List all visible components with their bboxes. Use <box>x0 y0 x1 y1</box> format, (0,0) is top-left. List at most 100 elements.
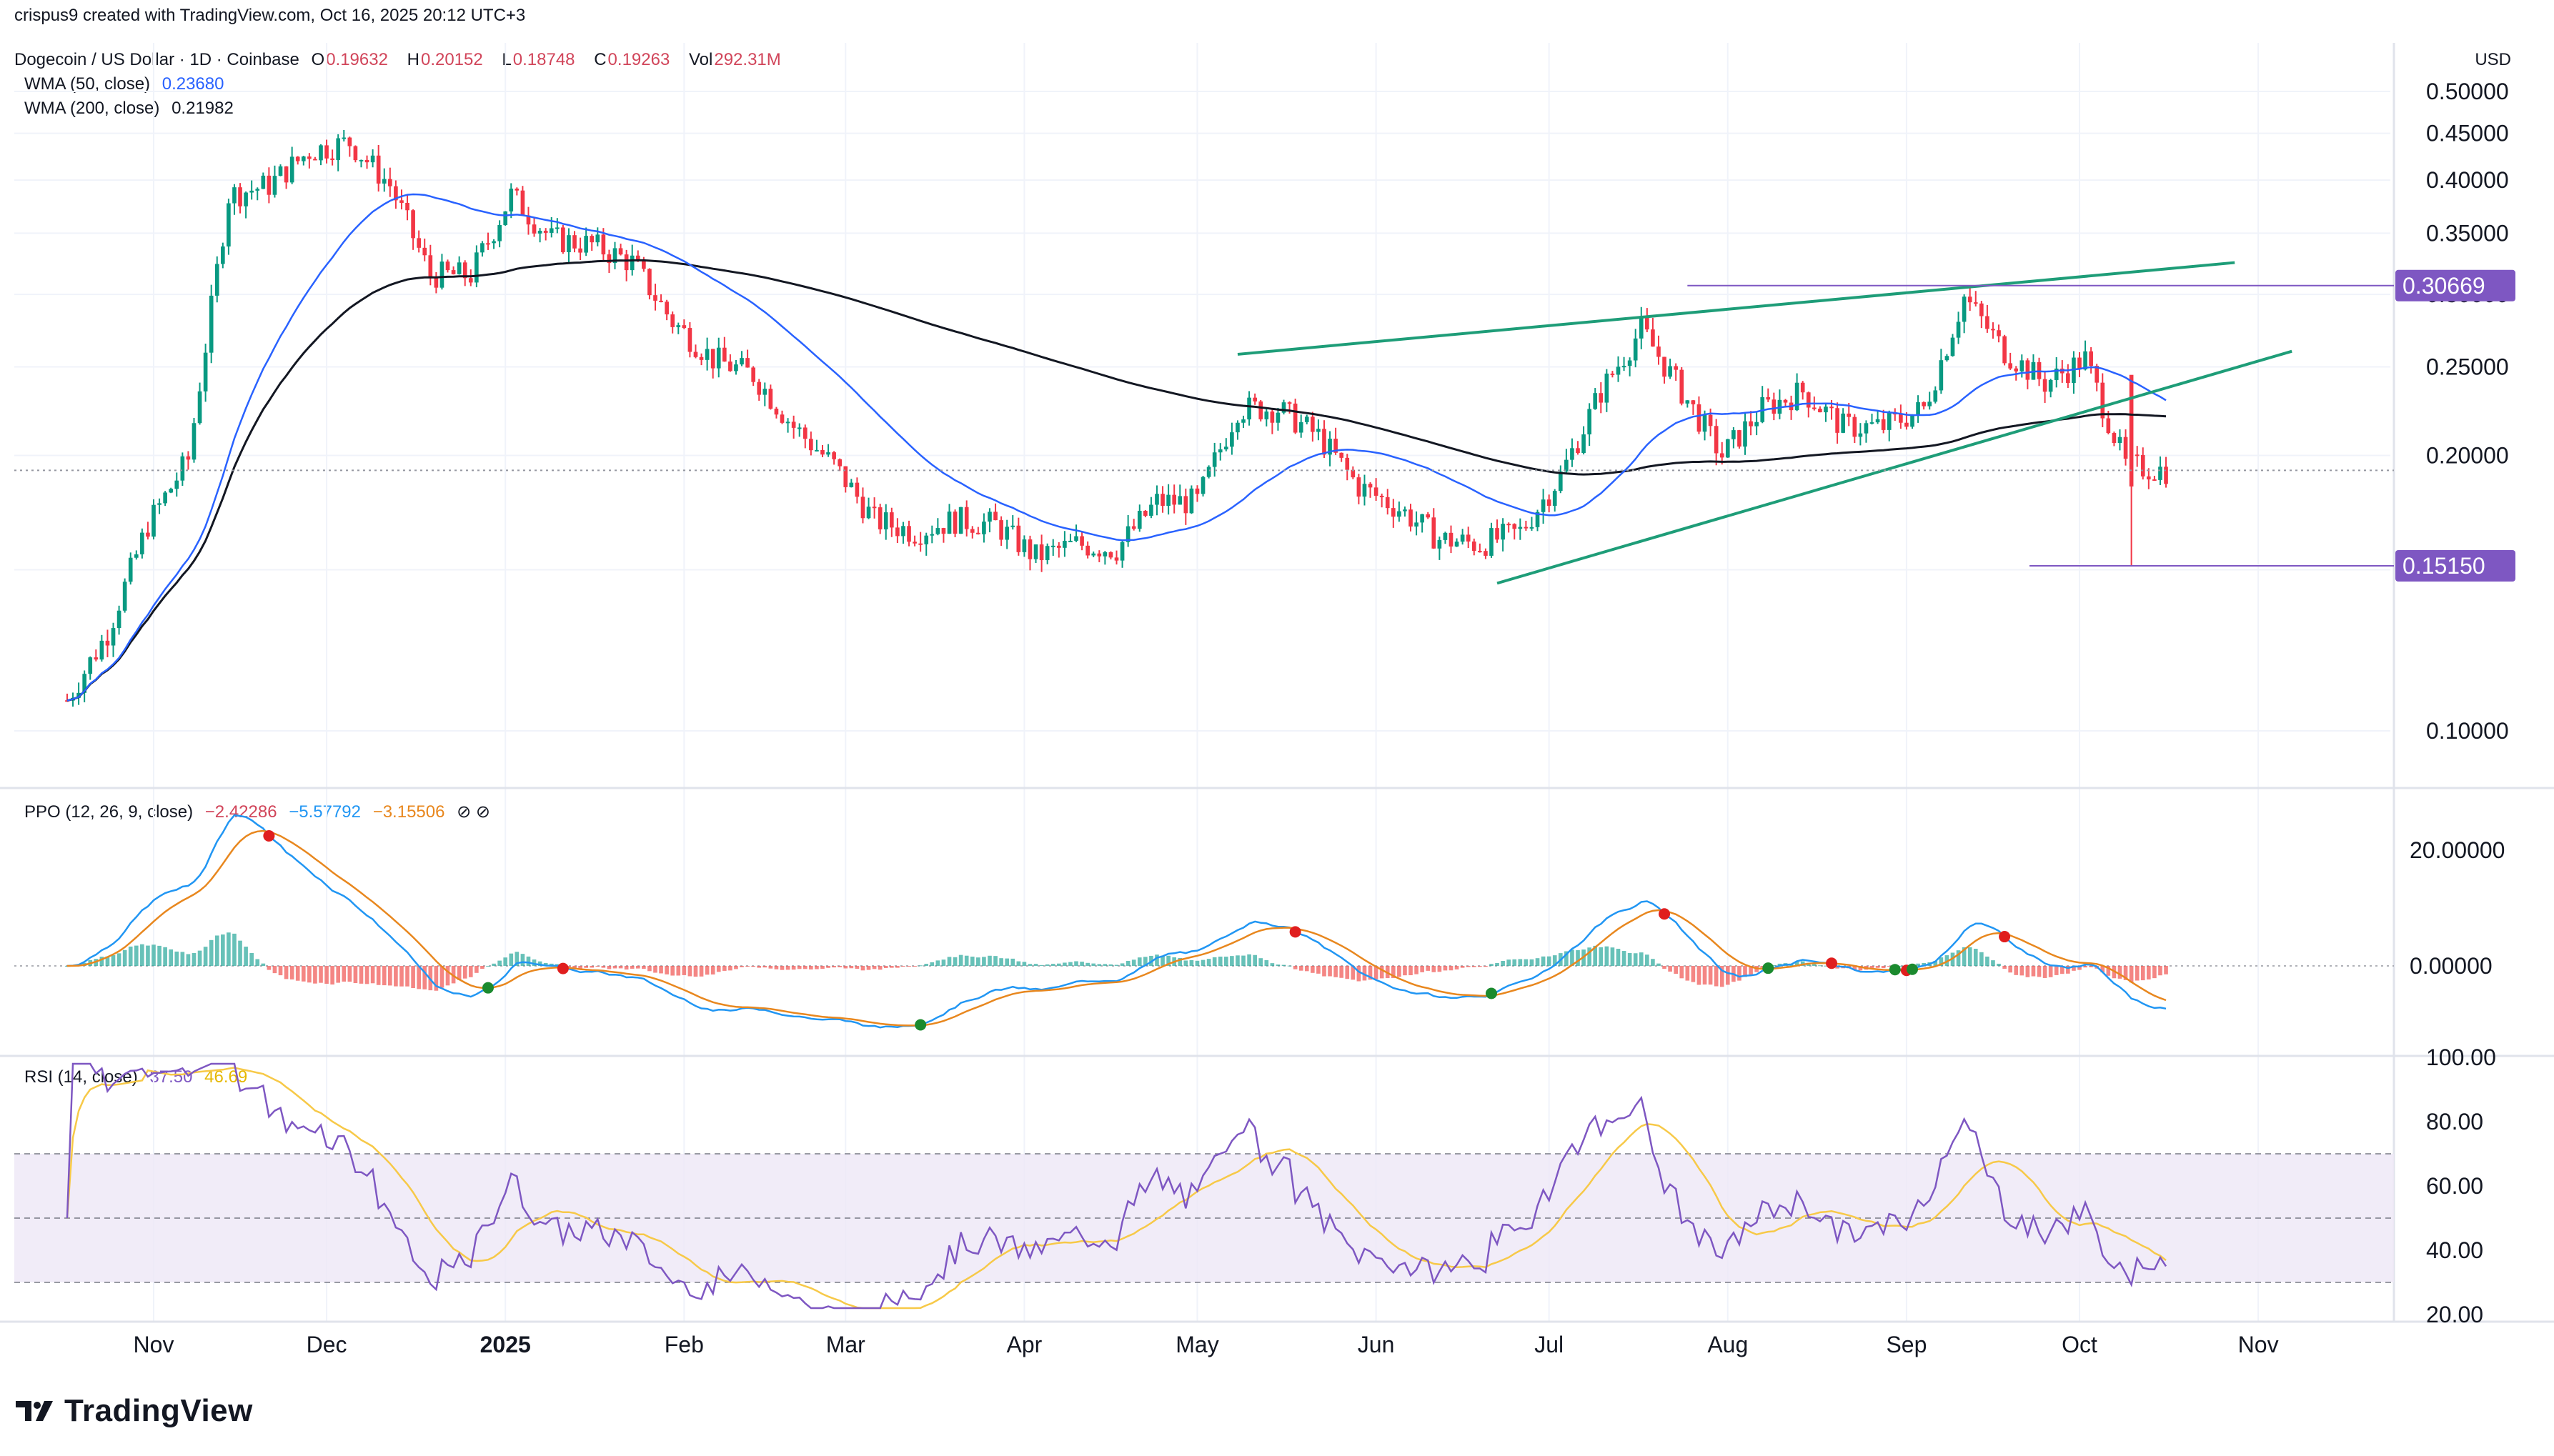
ppo-histogram-bar <box>186 954 191 966</box>
time-axis-label: Feb <box>665 1332 704 1357</box>
ppo-histogram-bar <box>307 966 312 983</box>
ppo-histogram-bar <box>2123 966 2128 980</box>
ppo-histogram-bar <box>687 966 692 977</box>
candle-body <box>1270 412 1275 423</box>
ppo-histogram-bar <box>1028 964 1033 966</box>
candle-body <box>618 248 623 255</box>
candle-body <box>1783 399 1788 403</box>
ppo-visibility-icon[interactable]: ⊘ ⊘ <box>457 802 491 822</box>
wma50-value: 0.23680 <box>162 74 224 94</box>
ppo-histogram-bar <box>364 966 369 984</box>
ppo-histogram-bar <box>1206 959 1211 966</box>
candle-body <box>1847 413 1852 417</box>
ppo-histogram-bar <box>1495 962 1499 966</box>
ppo-histogram-bar <box>791 966 796 970</box>
ppo-histogram-bar <box>313 966 317 984</box>
candle-body <box>1869 422 1874 424</box>
ppo-histogram-bar <box>140 944 144 966</box>
candle-body <box>1126 526 1131 542</box>
ppo-histogram-bar <box>439 966 444 988</box>
ppo-histogram-bar <box>699 966 704 977</box>
ppo-histogram-bar <box>405 966 409 987</box>
wma50-legend[interactable]: WMA (50, close) 0.23680 <box>24 74 231 94</box>
price-tick-label: 0.45000 <box>2426 121 2509 146</box>
candle-body <box>1172 494 1177 505</box>
ppo-histogram-bar <box>1484 966 1488 967</box>
candle-body <box>1218 449 1223 453</box>
ppo-histogram-bar <box>515 952 520 966</box>
candle-body <box>820 449 825 455</box>
ppo-histogram-bar <box>1195 960 1200 966</box>
candle-body <box>635 255 640 261</box>
ppo-histogram-bar <box>99 957 104 966</box>
ppo-histogram-bar <box>572 966 577 968</box>
ppo-histogram-bar <box>1749 966 1753 974</box>
ppo-histogram-bar <box>1126 960 1131 966</box>
candle-body <box>180 456 185 481</box>
ppo-histogram-bar <box>295 966 300 981</box>
ppo-histogram-bar <box>1074 961 1078 966</box>
candle-body <box>1137 511 1142 529</box>
candle-body <box>1016 525 1021 552</box>
candle-body <box>699 356 704 360</box>
ppo-histogram-bar <box>146 945 150 966</box>
candle-body <box>140 532 144 554</box>
candle-body <box>1356 477 1361 497</box>
candle-body <box>1829 407 1834 409</box>
candle-body <box>1322 429 1326 455</box>
candle-body <box>1933 390 1938 402</box>
ppo-histogram-bar <box>953 957 958 966</box>
candle-body <box>1587 409 1591 435</box>
ppo-histogram-bar <box>1281 964 1286 966</box>
ppo-histogram-bar <box>815 966 819 969</box>
candle-body <box>2014 368 2019 372</box>
candle-body <box>214 264 219 296</box>
candle-body <box>1852 417 1857 437</box>
ppo-histogram-bar <box>1944 955 1949 966</box>
candle-body <box>918 543 923 545</box>
candle-body <box>1708 414 1713 427</box>
symbol-title[interactable]: Dogecoin / US Dollar · 1D · Coinbase <box>14 50 299 69</box>
candle-body <box>2019 360 2024 372</box>
ppo-histogram-bar <box>376 966 381 985</box>
candle-body <box>561 227 565 253</box>
candle-body <box>1910 414 1914 427</box>
ppo-histogram-bar <box>1685 966 1690 981</box>
ppo-histogram-bar <box>232 933 237 966</box>
candle-body <box>157 503 162 505</box>
ppo-crossover-dot <box>557 962 569 974</box>
ppo-histogram-bar <box>1991 960 1995 966</box>
ppo-histogram-bar <box>244 947 248 966</box>
ppo-histogram-bar <box>151 944 156 966</box>
candle-body <box>624 254 629 271</box>
ppo-histogram-bar <box>1696 966 1701 985</box>
candle-body <box>1304 417 1309 422</box>
price-tag-bg <box>2395 269 2515 301</box>
currency-label[interactable]: USD <box>2475 50 2511 69</box>
ppo-histogram-bar <box>1270 963 1275 966</box>
candle-body <box>1518 527 1523 529</box>
rsi-legend[interactable]: RSI (14, close) 37.50 46.69 <box>24 1067 254 1087</box>
candle-body <box>1749 421 1753 427</box>
ppo-histogram-bar <box>105 956 110 966</box>
candle-body <box>1022 539 1027 552</box>
candle-body <box>1074 536 1078 541</box>
wma200-legend[interactable]: WMA (200, close) 0.21982 <box>24 99 241 119</box>
candle-body <box>278 166 283 176</box>
candle-body <box>1939 360 1944 391</box>
candle-body <box>105 640 110 646</box>
ppo-legend[interactable]: PPO (12, 26, 9, close) −2.42286 −5.57792… <box>24 802 497 822</box>
tradingview-logo[interactable]: TradingView <box>16 1393 253 1429</box>
ppo-histogram-bar <box>1564 951 1569 966</box>
ppo-histogram-bar <box>1108 964 1113 966</box>
candle-body <box>1991 329 1995 331</box>
candle-body <box>1812 407 1817 409</box>
ppo-histogram-bar <box>1264 959 1269 966</box>
ppo-histogram-bar <box>1449 966 1454 971</box>
candle-body <box>2112 433 2117 443</box>
candle-body <box>543 230 548 233</box>
candle-body <box>866 507 871 519</box>
ppo-histogram-bar <box>584 966 588 968</box>
rsi-tick-label: 100.00 <box>2426 1044 2496 1070</box>
